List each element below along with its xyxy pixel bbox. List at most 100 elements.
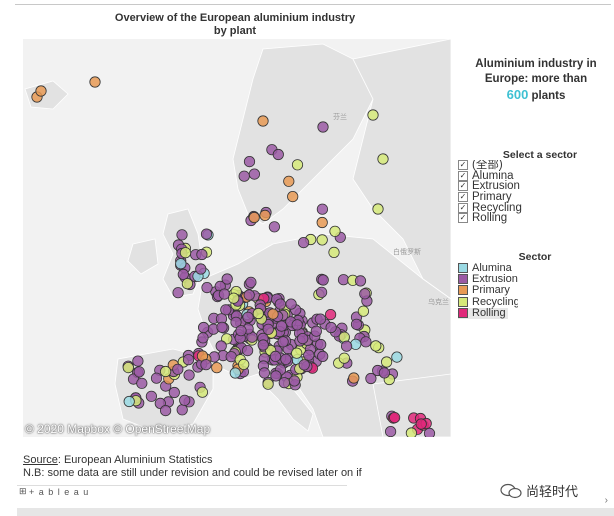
plant-marker[interactable] — [385, 426, 397, 437]
filter-checkbox[interactable]: ✓ — [458, 202, 468, 213]
plant-marker[interactable] — [175, 258, 187, 270]
sector-legend[interactable]: Alumina Extrusion Primary Recycling Rolling — [458, 262, 518, 320]
plant-marker[interactable] — [216, 321, 228, 333]
filter-item[interactable]: ✓ Rolling — [458, 213, 608, 224]
scroll-right-arrow[interactable]: › — [604, 495, 608, 506]
plant-marker[interactable] — [291, 347, 303, 359]
plant-marker[interactable] — [243, 156, 256, 168]
plant-marker[interactable] — [211, 362, 223, 374]
plant-marker[interactable] — [359, 288, 371, 300]
plant-marker[interactable] — [196, 248, 208, 261]
plant-marker[interactable] — [316, 216, 328, 229]
plant-marker[interactable] — [283, 175, 295, 187]
plant-marker[interactable] — [291, 319, 303, 331]
plant-marker[interactable] — [365, 372, 377, 385]
plant-marker[interactable] — [181, 278, 193, 290]
plant-marker[interactable] — [354, 275, 367, 287]
plant-marker[interactable] — [136, 377, 148, 389]
plant-marker[interactable] — [391, 351, 403, 363]
filter-item[interactable]: ✓ Primary — [458, 191, 608, 203]
plant-marker[interactable] — [122, 361, 134, 374]
plant-marker[interactable] — [340, 340, 353, 352]
plant-marker[interactable] — [196, 386, 208, 398]
plant-marker[interactable] — [172, 287, 184, 299]
filter-checkbox[interactable]: ✓ — [458, 213, 468, 224]
plant-marker[interactable] — [297, 332, 309, 345]
plant-marker[interactable] — [367, 109, 379, 121]
plant-marker[interactable] — [315, 338, 327, 351]
plant-marker[interactable] — [380, 356, 393, 368]
plant-marker[interactable] — [150, 372, 163, 384]
plant-marker[interactable] — [350, 338, 362, 350]
plant-marker[interactable] — [229, 367, 241, 379]
plant-marker[interactable] — [310, 325, 322, 337]
plant-marker[interactable] — [257, 115, 269, 127]
filter-item[interactable]: ✓ Alumina — [458, 170, 608, 182]
plant-marker[interactable] — [176, 229, 188, 241]
plant-marker[interactable] — [218, 288, 230, 300]
plant-marker[interactable] — [370, 340, 382, 352]
plant-marker[interactable] — [280, 353, 292, 365]
legend-item[interactable]: Rolling — [458, 307, 508, 319]
filter-checkbox[interactable]: ✓ — [458, 192, 468, 203]
plant-marker[interactable] — [269, 350, 282, 362]
plant-marker[interactable] — [145, 390, 157, 402]
legend-item[interactable]: Primary — [458, 285, 518, 296]
plant-marker[interactable] — [317, 274, 329, 286]
plant-marker[interactable] — [324, 308, 337, 321]
plant-marker[interactable] — [177, 268, 189, 280]
filter-checkbox[interactable]: ✓ — [458, 160, 468, 171]
plant-marker[interactable] — [287, 191, 299, 203]
plant-marker[interactable] — [338, 352, 350, 364]
plant-marker[interactable] — [248, 211, 260, 224]
source-label[interactable]: Source — [23, 454, 58, 466]
plant-marker[interactable] — [325, 321, 337, 334]
plant-marker[interactable] — [348, 372, 360, 384]
plant-marker[interactable] — [329, 225, 341, 237]
plant-marker[interactable] — [176, 404, 188, 416]
plant-marker[interactable] — [275, 320, 288, 332]
plant-marker[interactable] — [288, 375, 300, 387]
plant-marker[interactable] — [262, 378, 274, 390]
plant-marker[interactable] — [238, 358, 250, 370]
plant-marker[interactable] — [298, 359, 310, 371]
plant-marker[interactable] — [238, 170, 250, 182]
plant-marker[interactable] — [195, 263, 207, 275]
plant-marker[interactable] — [268, 221, 280, 233]
plant-marker[interactable] — [179, 247, 192, 259]
plant-marker[interactable] — [415, 418, 427, 430]
plant-marker[interactable] — [89, 76, 101, 88]
plant-marker[interactable] — [423, 427, 436, 437]
plant-marker[interactable] — [242, 344, 254, 357]
plant-marker[interactable] — [220, 304, 232, 316]
plant-marker[interactable] — [133, 366, 145, 378]
filter-item[interactable]: ✓ Recycling — [458, 202, 608, 213]
filter-item[interactable]: ✓ Extrusion — [458, 181, 608, 192]
plant-marker[interactable] — [198, 321, 210, 334]
plant-marker[interactable] — [372, 203, 384, 215]
plant-marker[interactable] — [201, 282, 213, 294]
plant-marker[interactable] — [328, 246, 340, 258]
plant-marker[interactable] — [316, 234, 328, 246]
plant-marker[interactable] — [270, 370, 282, 382]
europe-map[interactable]: 芬兰 白俄罗斯 乌克兰 © 2020 Mapbox © OpenStreetMap — [23, 39, 451, 437]
plant-marker[interactable] — [200, 228, 213, 240]
plant-marker[interactable] — [262, 323, 274, 335]
plant-marker[interactable] — [242, 311, 254, 323]
plant-marker[interactable] — [160, 365, 172, 378]
plant-marker[interactable] — [272, 148, 284, 161]
plant-marker[interactable] — [360, 336, 372, 348]
plant-marker[interactable] — [182, 354, 195, 366]
plant-marker[interactable] — [274, 298, 286, 310]
plant-marker[interactable] — [278, 377, 290, 389]
plant-marker[interactable] — [183, 369, 195, 381]
plant-marker[interactable] — [179, 394, 191, 406]
plant-marker[interactable] — [123, 395, 135, 408]
plant-marker[interactable] — [378, 367, 390, 379]
plant-marker[interactable] — [235, 325, 247, 337]
plant-marker[interactable] — [405, 427, 417, 437]
horizontal-scrollbar[interactable] — [17, 508, 614, 516]
plant-marker[interactable] — [35, 85, 47, 97]
plant-marker[interactable] — [388, 411, 401, 424]
